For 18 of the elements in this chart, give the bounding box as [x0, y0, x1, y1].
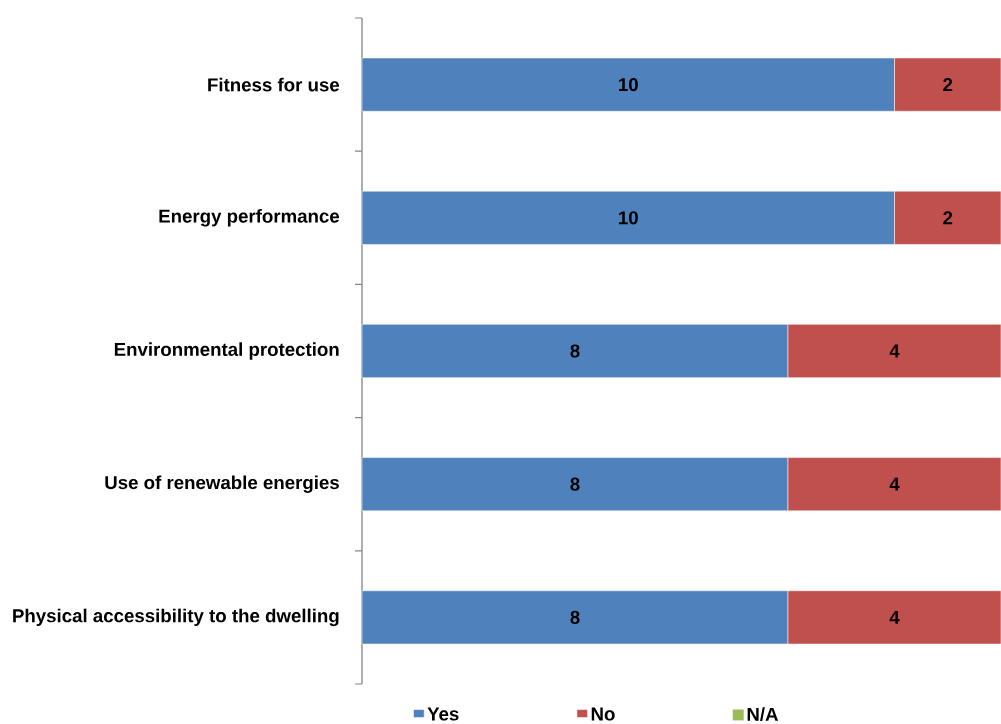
- legend-label: No: [591, 707, 615, 721]
- y-tick-label: Physical accessibility to the dwelling: [13, 608, 339, 627]
- data-label: 8: [570, 344, 580, 358]
- data-label: 8: [570, 477, 580, 491]
- data-label: 10: [619, 211, 638, 225]
- y-tick-label: Fitness for use: [208, 77, 340, 92]
- data-label: 2: [943, 211, 953, 225]
- legend-label: N/A: [747, 707, 779, 722]
- data-label: 4: [889, 610, 900, 624]
- data-label: 4: [889, 477, 900, 491]
- data-label: 10: [619, 77, 638, 92]
- y-tick-label: Use of renewable energies: [105, 475, 339, 493]
- y-tick-label: Energy performance: [159, 209, 340, 227]
- data-label: 2: [943, 78, 953, 92]
- data-label: 4: [889, 344, 900, 358]
- y-tick-label: Environmental protection: [114, 342, 339, 360]
- data-label: 8: [570, 610, 580, 625]
- legend-label: Yes: [427, 707, 459, 721]
